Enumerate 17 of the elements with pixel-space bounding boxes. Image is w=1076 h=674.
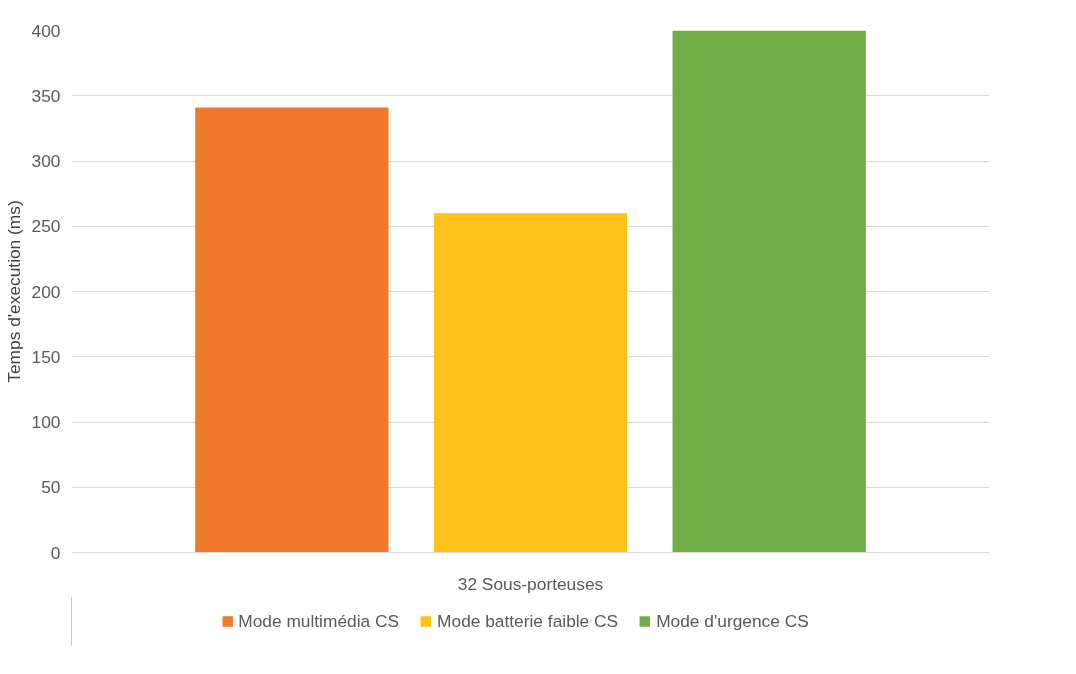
x-tick-label: 32 Sous-porteuses xyxy=(457,573,604,594)
y-tick-label: 250 xyxy=(31,216,61,237)
y-axis-title: Temps d'execution (ms) xyxy=(3,200,24,383)
bar xyxy=(195,107,389,553)
y-tick-label: 100 xyxy=(31,412,61,432)
y-tick-label: 150 xyxy=(31,346,61,367)
y-tick-label: 300 xyxy=(31,151,61,171)
y-tick-label: 0 xyxy=(50,542,61,563)
y-tick-label: 350 xyxy=(31,85,61,106)
legend-label: Mode multimédia CS xyxy=(238,610,400,632)
legend-label: Mode batterie faible CS xyxy=(437,610,619,632)
bar xyxy=(433,213,628,553)
legend-label: Mode d'urgence CS xyxy=(656,610,809,632)
y-tick-label: 200 xyxy=(31,281,61,302)
bar xyxy=(672,30,866,553)
y-tick-label: 400 xyxy=(31,20,61,41)
y-tick-label: 50 xyxy=(41,477,61,498)
